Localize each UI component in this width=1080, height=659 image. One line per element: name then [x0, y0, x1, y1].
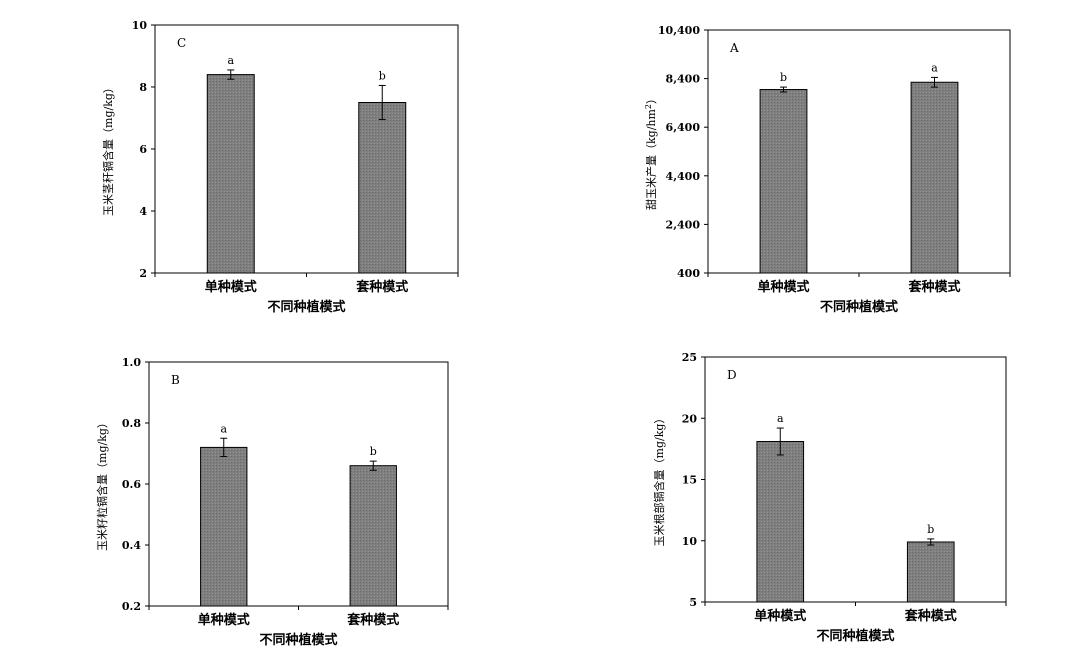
x-category-label-2: 套种模式 [346, 612, 399, 628]
bar-1 [200, 446, 248, 607]
y-tick-label: 20 [682, 412, 698, 425]
y-axis-title: 玉米根部镉含量（mg/kg） [652, 413, 666, 547]
significance-label-1: b [780, 71, 787, 84]
bar-2 [349, 465, 397, 607]
y-axis-title: 玉米茎秆镉含量（mg/kg） [101, 82, 115, 216]
y-tick-label: 6,400 [666, 121, 701, 134]
chart-panel-a: 400 2,400 4,400 6,400 8,400 10,400 b 单种模式 a 套种模式不… [644, 24, 1011, 315]
y-tick-label: 4 [139, 205, 147, 218]
y-tick-label: 2,400 [666, 218, 701, 231]
y-tick-label: 1.0 [122, 356, 141, 369]
y-axis-title-superscript: 2 [644, 104, 653, 109]
panel-label: A [729, 41, 739, 55]
significance-label-1: a [220, 422, 227, 435]
significance-label-2: b [927, 523, 934, 536]
y-tick-label: 5 [689, 596, 697, 609]
y-tick-label: 0.8 [122, 417, 141, 430]
x-category-label-2: 套种模式 [907, 279, 960, 295]
y-tick-label: 400 [677, 267, 700, 280]
panel-label: D [727, 368, 737, 382]
x-category-label-2: 套种模式 [355, 279, 408, 295]
bar-1 [759, 89, 808, 274]
significance-label-1: a [227, 54, 234, 67]
y-tick-label: 0.4 [122, 539, 141, 552]
significance-label-2: b [370, 445, 377, 458]
x-category-label-2: 套种模式 [904, 608, 957, 624]
panel-label: C [177, 36, 186, 50]
x-axis-title: 不同种植模式 [816, 628, 894, 644]
plot-frame [148, 361, 449, 607]
y-tick-label: 8 [139, 81, 147, 94]
bar-1 [756, 441, 805, 603]
x-axis-title: 不同种植模式 [820, 299, 898, 315]
x-category-label-1: 单种模式 [757, 279, 809, 295]
y-tick-label: 2 [139, 267, 147, 280]
y-tick-label: 25 [682, 351, 697, 364]
y-tick-label: 15 [682, 474, 697, 487]
plot-frame [707, 29, 1011, 274]
x-category-label-1: 单种模式 [754, 608, 806, 624]
y-tick-label: 6 [139, 143, 147, 156]
y-tick-label: 0.6 [122, 478, 141, 491]
significance-label-2: b [379, 69, 386, 82]
x-category-label-1: 单种模式 [205, 279, 257, 295]
x-axis-title: 不同种植模式 [259, 632, 337, 648]
panel-label: B [171, 373, 180, 387]
x-category-label-1: 单种模式 [198, 612, 250, 628]
y-axis-title: 玉米籽粒镉含量（mg/kg） [95, 417, 109, 551]
y-tick-label: 10 [132, 19, 148, 32]
bar-2 [906, 541, 955, 603]
y-axis-title-main: 甜玉米产量（kg/hm [644, 109, 658, 210]
y-tick-label: 8,400 [666, 73, 701, 86]
bar-1 [206, 74, 255, 274]
y-tick-label: 4,400 [666, 170, 701, 183]
significance-label-1: a [777, 412, 784, 425]
y-tick-label: 10,400 [658, 24, 700, 37]
x-axis-title: 不同种植模式 [267, 299, 345, 315]
plot-frame [154, 24, 459, 274]
bar-2 [910, 81, 959, 274]
plot-frame [704, 356, 1007, 603]
y-tick-label: 0.2 [122, 600, 141, 613]
y-tick-label: 10 [682, 535, 698, 548]
y-axis-title: 甜玉米产量（kg/hm2） [644, 93, 658, 210]
bar-2 [358, 102, 407, 274]
y-axis-title-end: ） [645, 93, 658, 104]
significance-label-2: a [931, 61, 938, 74]
